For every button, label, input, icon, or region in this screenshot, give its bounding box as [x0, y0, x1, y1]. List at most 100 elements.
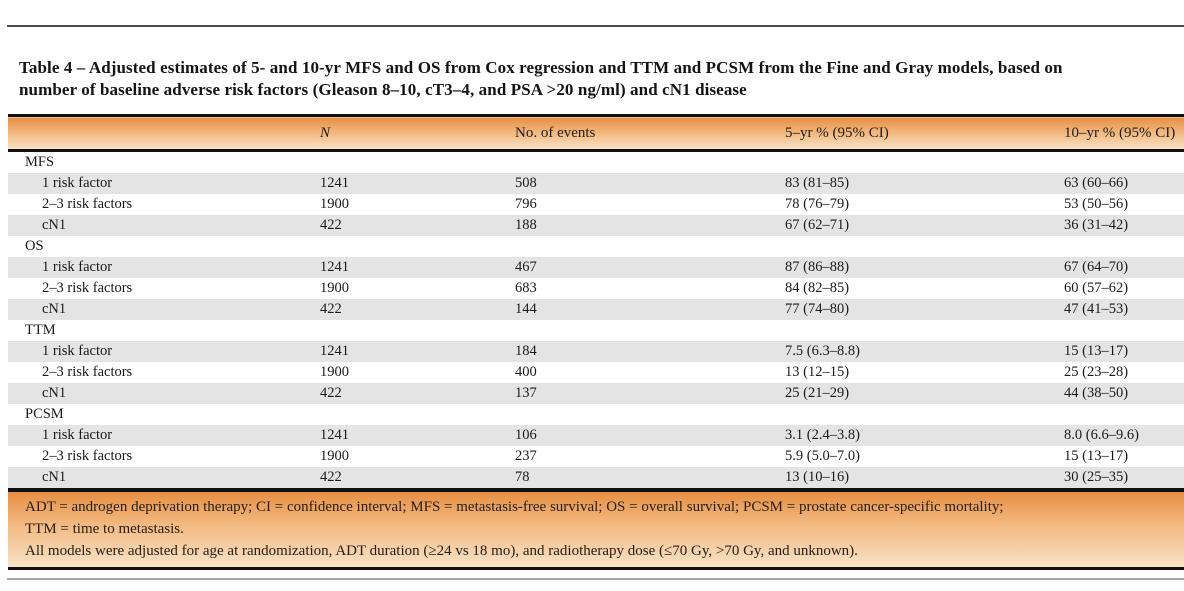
row-label: 2–3 risk factors: [42, 196, 133, 212]
yr5-value: 13 (12–15): [785, 364, 850, 380]
yr10-value: 36 (31–42): [1064, 217, 1129, 233]
table-caption: Table 4 – Adjusted estimates of 5- and 1…: [19, 57, 1184, 100]
row-label: cN1: [42, 385, 67, 401]
row-label: 1 risk factor: [42, 259, 113, 275]
yr5-value: 78 (76–79): [785, 196, 850, 212]
data-table: N No. of events 5–yr % (95% CI) 10–yr % …: [8, 114, 1184, 488]
yr5-value: 5.9 (5.0–7.0): [785, 448, 860, 464]
empty-cell: [515, 404, 785, 425]
yr5-value: 67 (62–71): [785, 217, 850, 233]
data-row: 2–3 risk factors 1900 400 13 (12–15) 25 (23–…: [8, 362, 1184, 383]
empty-cell: [785, 320, 1064, 341]
yr10-value: 30 (25–35): [1064, 469, 1129, 485]
yr10-value: 47 (41–53): [1064, 301, 1129, 317]
data-row: 2–3 risk factors 1900 237 5.9 (5.0–7.0) 15 (…: [8, 446, 1184, 467]
events-value: 188: [515, 217, 537, 233]
top-page-rule: [7, 25, 1184, 27]
yr10-value: 25 (23–28): [1064, 364, 1129, 380]
data-row: cN1 422 188 67 (62–71) 36 (31–42): [8, 215, 1184, 236]
events-value: 796: [515, 196, 537, 212]
data-row: cN1 422 137 25 (21–29) 44 (38–50): [8, 383, 1184, 404]
yr10-value: 53 (50–56): [1064, 196, 1129, 212]
table-body: MFS 1 risk factor 1241 508 83 (81–85) 63 (60–…: [8, 151, 1184, 488]
yr5-value: 84 (82–85): [785, 280, 850, 296]
group-label: PCSM: [25, 406, 64, 422]
data-row: cN1 422 144 77 (74–80) 47 (41–53): [8, 299, 1184, 320]
yr5-value: 25 (21–29): [785, 385, 850, 401]
header-cell-events: No. of events: [515, 114, 785, 152]
empty-cell: [515, 320, 785, 341]
data-row: 2–3 risk factors 1900 796 78 (76–79) 53 (50–…: [8, 194, 1184, 215]
events-value: 184: [515, 343, 537, 359]
n-value: 1241: [320, 427, 349, 443]
yr5-value: 77 (74–80): [785, 301, 850, 317]
n-value: 1241: [320, 259, 349, 275]
header-cell-5yr: 5–yr % (95% CI): [785, 114, 1064, 152]
group-label: OS: [25, 238, 44, 254]
row-label: cN1: [42, 469, 67, 485]
group-row: PCSM: [8, 404, 1184, 425]
yr5-value: 83 (81–85): [785, 175, 850, 191]
empty-cell: [1064, 236, 1184, 257]
n-value: 422: [320, 469, 342, 485]
n-value: 422: [320, 217, 342, 233]
yr10-value: 63 (60–66): [1064, 175, 1129, 191]
yr5-value: 3.1 (2.4–3.8): [785, 427, 860, 443]
events-value: 237: [515, 448, 537, 464]
empty-cell: [515, 236, 785, 257]
yr5-value: 7.5 (6.3–8.8): [785, 343, 860, 359]
n-value: 1241: [320, 175, 349, 191]
yr10-value: 67 (64–70): [1064, 259, 1129, 275]
row-label: 2–3 risk factors: [42, 280, 133, 296]
empty-cell: [1064, 404, 1184, 425]
yr10-value: 8.0 (6.6–9.6): [1064, 427, 1139, 443]
header-row: N No. of events 5–yr % (95% CI) 10–yr % …: [8, 114, 1184, 152]
n-value: 1241: [320, 343, 349, 359]
data-row: 2–3 risk factors 1900 683 84 (82–85) 60 (57–…: [8, 278, 1184, 299]
group-row: MFS: [8, 151, 1184, 174]
group-label: TTM: [25, 322, 56, 338]
data-row: 1 risk factor 1241 467 87 (86–88) 67 (64–70): [8, 257, 1184, 278]
n-value: 1900: [320, 448, 349, 464]
data-row: 1 risk factor 1241 508 83 (81–85) 63 (60–66): [8, 173, 1184, 194]
n-value: 422: [320, 385, 342, 401]
yr10-value: 44 (38–50): [1064, 385, 1129, 401]
yr10-value: 15 (13–17): [1064, 343, 1129, 359]
row-label: cN1: [42, 217, 67, 233]
yr10-value: 15 (13–17): [1064, 448, 1129, 464]
table-container: N No. of events 5–yr % (95% CI) 10–yr % …: [8, 114, 1184, 570]
row-label: 2–3 risk factors: [42, 448, 133, 464]
bottom-page-rule: [7, 578, 1184, 580]
yr5-value: 13 (10–16): [785, 469, 850, 485]
events-value: 144: [515, 301, 537, 317]
table-caption-line-2: number of baseline adverse risk factors …: [19, 79, 747, 99]
empty-cell: [785, 151, 1064, 174]
n-value: 1900: [320, 196, 349, 212]
empty-cell: [785, 404, 1064, 425]
row-label: 1 risk factor: [42, 175, 113, 191]
events-value: 508: [515, 175, 537, 191]
empty-cell: [320, 404, 515, 425]
events-value: 683: [515, 280, 537, 296]
row-label: 1 risk factor: [42, 427, 113, 443]
table-caption-line-1: Table 4 – Adjusted estimates of 5- and 1…: [19, 58, 1063, 77]
row-label: 2–3 risk factors: [42, 364, 133, 380]
empty-cell: [320, 151, 515, 174]
empty-cell: [1064, 320, 1184, 341]
data-row: 1 risk factor 1241 184 7.5 (6.3–8.8) 15 (13–…: [8, 341, 1184, 362]
row-label: 1 risk factor: [42, 343, 113, 359]
header-cell-n: N: [320, 114, 515, 152]
data-row: cN1 422 78 13 (10–16) 30 (25–35): [8, 467, 1184, 488]
events-value: 106: [515, 427, 537, 443]
events-value: 400: [515, 364, 537, 380]
n-value: 1900: [320, 280, 349, 296]
group-row: TTM: [8, 320, 1184, 341]
footnote-band: ADT = androgen deprivation therapy; CI =…: [8, 488, 1184, 570]
events-value: 467: [515, 259, 537, 275]
empty-cell: [515, 151, 785, 174]
footnote-line-3: All models were adjusted for age at rand…: [25, 543, 858, 559]
header-cell-empty: [8, 114, 320, 152]
empty-cell: [320, 320, 515, 341]
events-value: 78: [515, 469, 530, 485]
